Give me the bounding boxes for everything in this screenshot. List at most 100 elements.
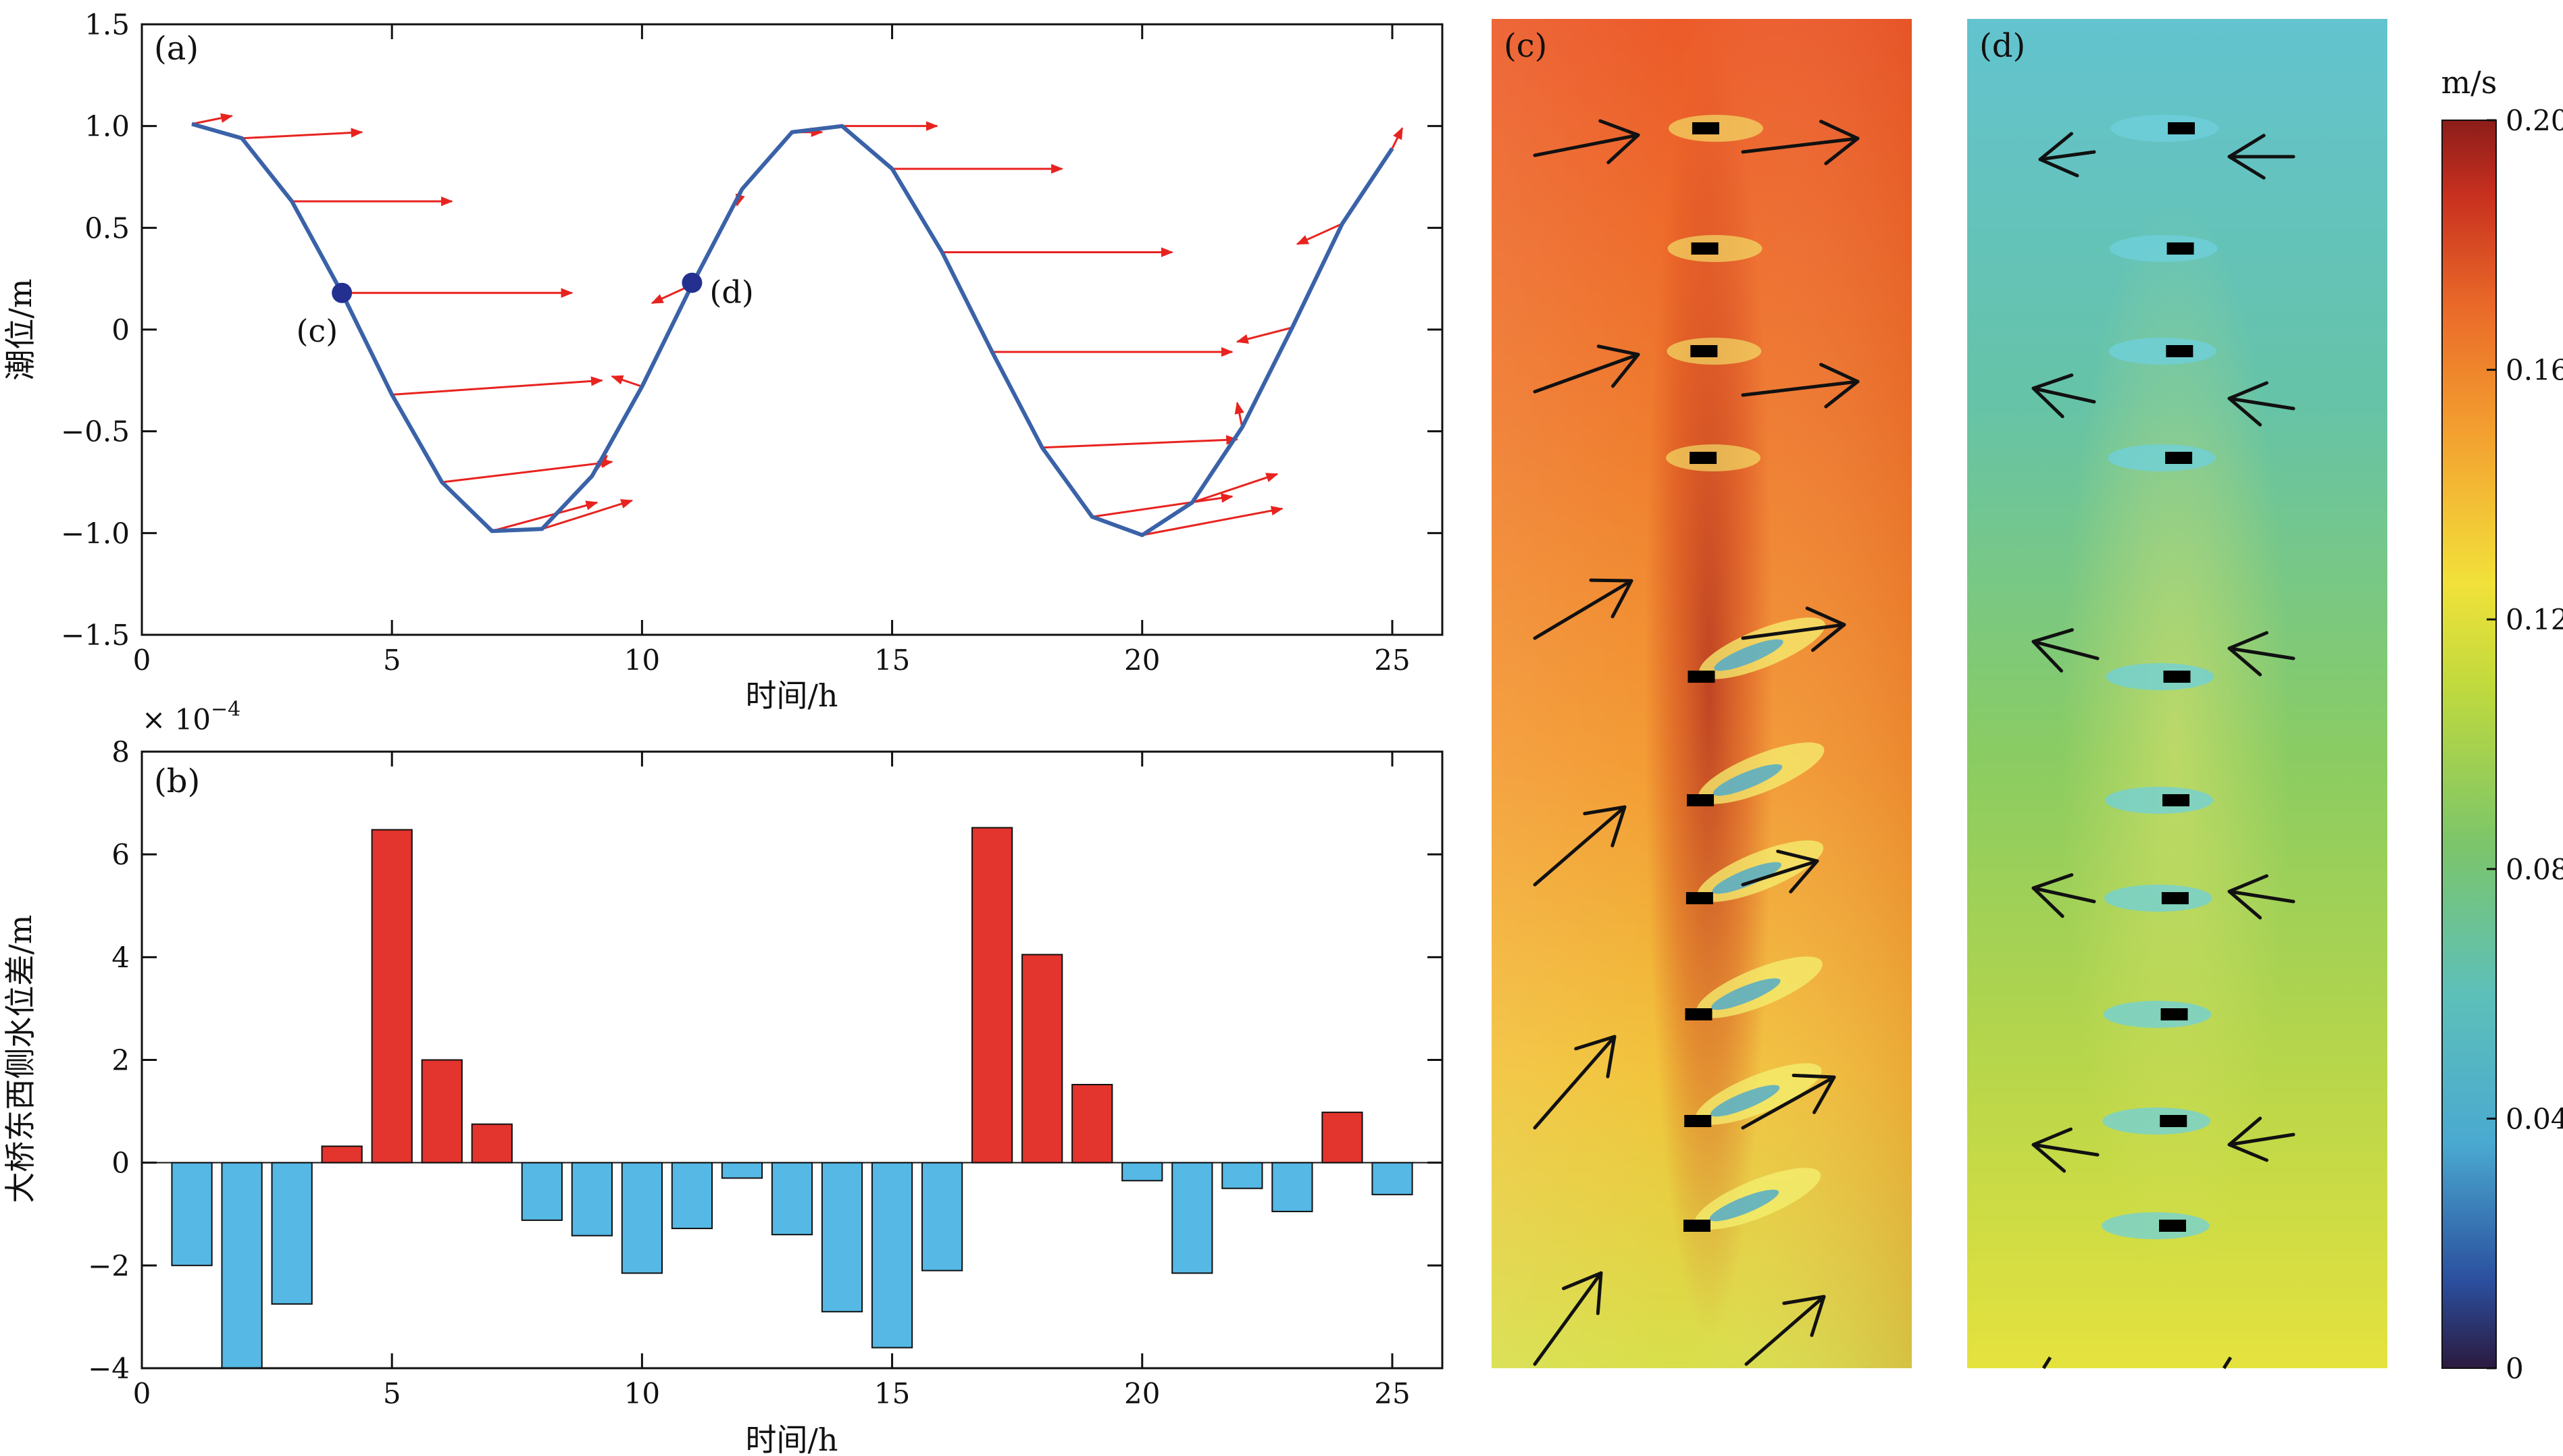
- colorbar-ticks: 0.20 0.16 0.12 0.08 0.04 0: [2487, 104, 2563, 1385]
- current-vector: [1296, 222, 1343, 245]
- flow-arrow-west: [2031, 386, 2096, 404]
- current-vector: [1042, 435, 1239, 449]
- bar: [671, 1162, 713, 1230]
- bridge-pier: [2161, 892, 2189, 904]
- bar: [1221, 1162, 1263, 1189]
- flow-arrow-west: [2222, 1356, 2233, 1370]
- bar: [221, 1162, 263, 1369]
- tide-level-chart: 1.5 1.0 0.5 0 −0.5 −1.0 −1.5 0 5 10 15 20 25 (c) (d)…: [2, 8, 1444, 714]
- bridge-pier: [2159, 1220, 2186, 1232]
- bridge-pier: [1687, 794, 1715, 806]
- flow-arrow-east-head: [1596, 344, 1640, 388]
- flow-arrow-west-head: [2227, 381, 2268, 427]
- wake-core: [1714, 639, 1783, 671]
- flow-arrow-east-head: [1819, 363, 1860, 409]
- current-vector: [242, 128, 363, 140]
- x-tick-label: 20: [1124, 644, 1160, 677]
- y-tick-label: −2: [88, 1249, 130, 1282]
- wake-core: [1712, 764, 1783, 796]
- flow-arrow-east-head: [1792, 1073, 1836, 1114]
- colorbar-tick-label: 0.16: [2506, 354, 2563, 387]
- x-axis: 0 5 10 15 20 25: [133, 24, 1411, 677]
- bridge-pier: [1684, 1115, 1712, 1127]
- wake-core: [2110, 115, 2218, 142]
- flow-arrow-east-head: [1583, 805, 1627, 848]
- bridge-pier: [1685, 1008, 1712, 1020]
- y-tick-label: −4: [88, 1352, 130, 1385]
- y-tick-label: 0: [111, 1147, 130, 1180]
- colorbar-tick-label: 0.12: [2506, 603, 2563, 636]
- bar: [621, 1162, 663, 1274]
- time-markers: (c) (d): [296, 272, 754, 349]
- axis-multiplier: × 10−4: [142, 698, 240, 736]
- bridge-pier: [2165, 452, 2193, 464]
- x-tick-label: 0: [133, 644, 151, 677]
- bar: [471, 1123, 513, 1164]
- panel-label-b: (b): [154, 762, 200, 800]
- x-tick-label: 20: [1124, 1377, 1160, 1410]
- colorbar-tick-label: 0.08: [2506, 853, 2563, 886]
- x-tick-label: 10: [624, 1377, 660, 1410]
- plot-frame: [141, 750, 1444, 1370]
- flow-arrow-west: [2041, 1356, 2052, 1370]
- y-tick-label: 4: [111, 941, 130, 974]
- colorbar-unit: m/s: [2441, 64, 2497, 101]
- flow-arrow-east-head: [1819, 120, 1860, 165]
- current-vector: [1234, 401, 1244, 427]
- panel-label-a: (a): [154, 30, 199, 68]
- bar: [1271, 1162, 1313, 1212]
- colorbar-ramp: [2441, 120, 2497, 1369]
- wake-core: [2109, 235, 2218, 262]
- bridge-pier: [2160, 1008, 2188, 1020]
- flow-arrow-west: [2227, 889, 2295, 904]
- x-tick-label: 25: [1374, 1377, 1410, 1410]
- wake-zone: [1645, 41, 1773, 1337]
- current-vector: [1391, 127, 1404, 149]
- flow-arrow-west-head: [2031, 628, 2074, 673]
- bridge-wake-band: [1645, 41, 1825, 1337]
- colorbar: m/s 0.20 0.16 0.12 0.08 0.04 0: [2441, 64, 2563, 1385]
- bridge-pier: [1691, 242, 1719, 255]
- flow-field-map-c: (c): [1492, 19, 1912, 1368]
- flow-arrow-east-head: [1805, 606, 1846, 652]
- y-axis-title: 潮位/m: [2, 278, 39, 380]
- bridge-piers: [1683, 122, 1719, 1232]
- current-vector: [392, 376, 603, 396]
- colorbar-tick-label: 0.04: [2506, 1102, 2563, 1135]
- current-vector: [1142, 506, 1284, 536]
- flow-arrow-west-head: [2227, 134, 2266, 180]
- current-vector: [541, 499, 634, 530]
- bar: [571, 1162, 613, 1237]
- flow-arrow-east-head: [1562, 1271, 1603, 1316]
- bridge-pier: [2166, 345, 2193, 357]
- bridge-pier: [2166, 242, 2194, 255]
- bridge-pier: [2163, 671, 2191, 683]
- bar: [321, 1145, 363, 1164]
- flow-arrow-west: [2038, 150, 2096, 161]
- bar: [871, 1162, 913, 1349]
- flow-arrow-east: [1741, 136, 1860, 154]
- colorbar-tick-label: 0: [2506, 1352, 2524, 1385]
- flow-arrow-west-head: [2227, 1116, 2268, 1162]
- bar: [1121, 1162, 1163, 1182]
- bridge-pier: [2168, 122, 2195, 134]
- flow-arrow-east: [1741, 380, 1860, 397]
- y-tick-label: 1.5: [84, 8, 130, 41]
- flow-arrows: [1533, 119, 1860, 1366]
- wake-core: [2108, 338, 2217, 365]
- y-tick-label: 8: [111, 735, 130, 769]
- bar: [1171, 1162, 1213, 1274]
- bar: [371, 829, 413, 1164]
- bar: [171, 1162, 213, 1266]
- flow-arrow-east: [1533, 805, 1627, 887]
- wake-core: [1709, 1189, 1779, 1222]
- bar: [271, 1162, 313, 1305]
- y-tick-label: 0: [111, 313, 130, 346]
- bar: [421, 1059, 463, 1164]
- current-vector: [1192, 473, 1279, 504]
- current-vector: [1236, 326, 1293, 344]
- bar: [1021, 954, 1063, 1164]
- flow-arrow-east-head: [1574, 1035, 1617, 1078]
- y-axis: 1.5 1.0 0.5 0 −0.5 −1.0 −1.5: [61, 8, 1442, 652]
